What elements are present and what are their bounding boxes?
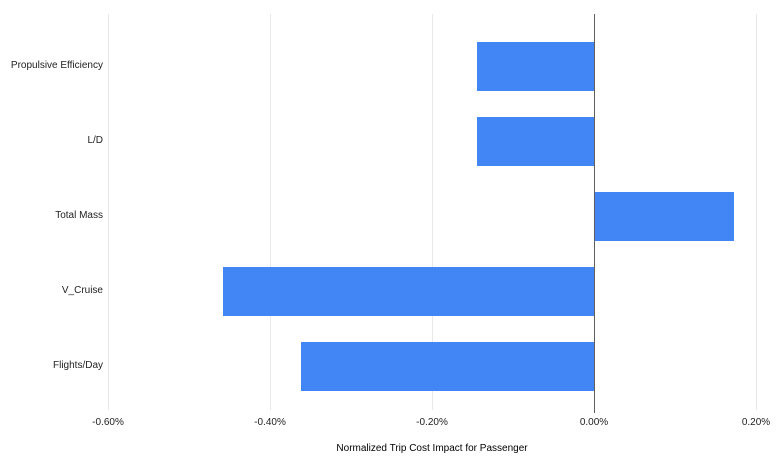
- category-label-flights-day: Flights/Day: [52, 360, 103, 371]
- x-axis-title: Normalized Trip Cost Impact for Passenge…: [336, 443, 528, 454]
- x-gridline: [270, 14, 271, 410]
- x-gridline: [108, 14, 109, 410]
- bar-v-cruise: [223, 266, 594, 316]
- x-tick-label-0-00: 0.00%: [579, 417, 609, 428]
- bar-l-d: [476, 116, 594, 166]
- x-gridline: [432, 14, 433, 410]
- category-label-propulsive-efficiency: Propulsive Efficiency: [10, 60, 103, 71]
- bar-propulsive-efficiency: [477, 41, 594, 91]
- x-tick-label-0-60: -0.60%: [92, 417, 124, 428]
- x-tick-label-0-40: -0.40%: [254, 417, 286, 428]
- category-label-l-d: L/D: [87, 135, 103, 146]
- bar-flights-day: [300, 341, 594, 391]
- x-tick-label-0-20: -0.20%: [416, 417, 448, 428]
- x-gridline: [756, 14, 757, 410]
- category-label-v-cruise: V_Cruise: [61, 285, 103, 296]
- bar-total-mass: [595, 191, 735, 241]
- x-tick-label-0-20: 0.20%: [741, 417, 771, 428]
- zero-baseline: [594, 14, 595, 413]
- category-label-total-mass: Total Mass: [55, 210, 103, 221]
